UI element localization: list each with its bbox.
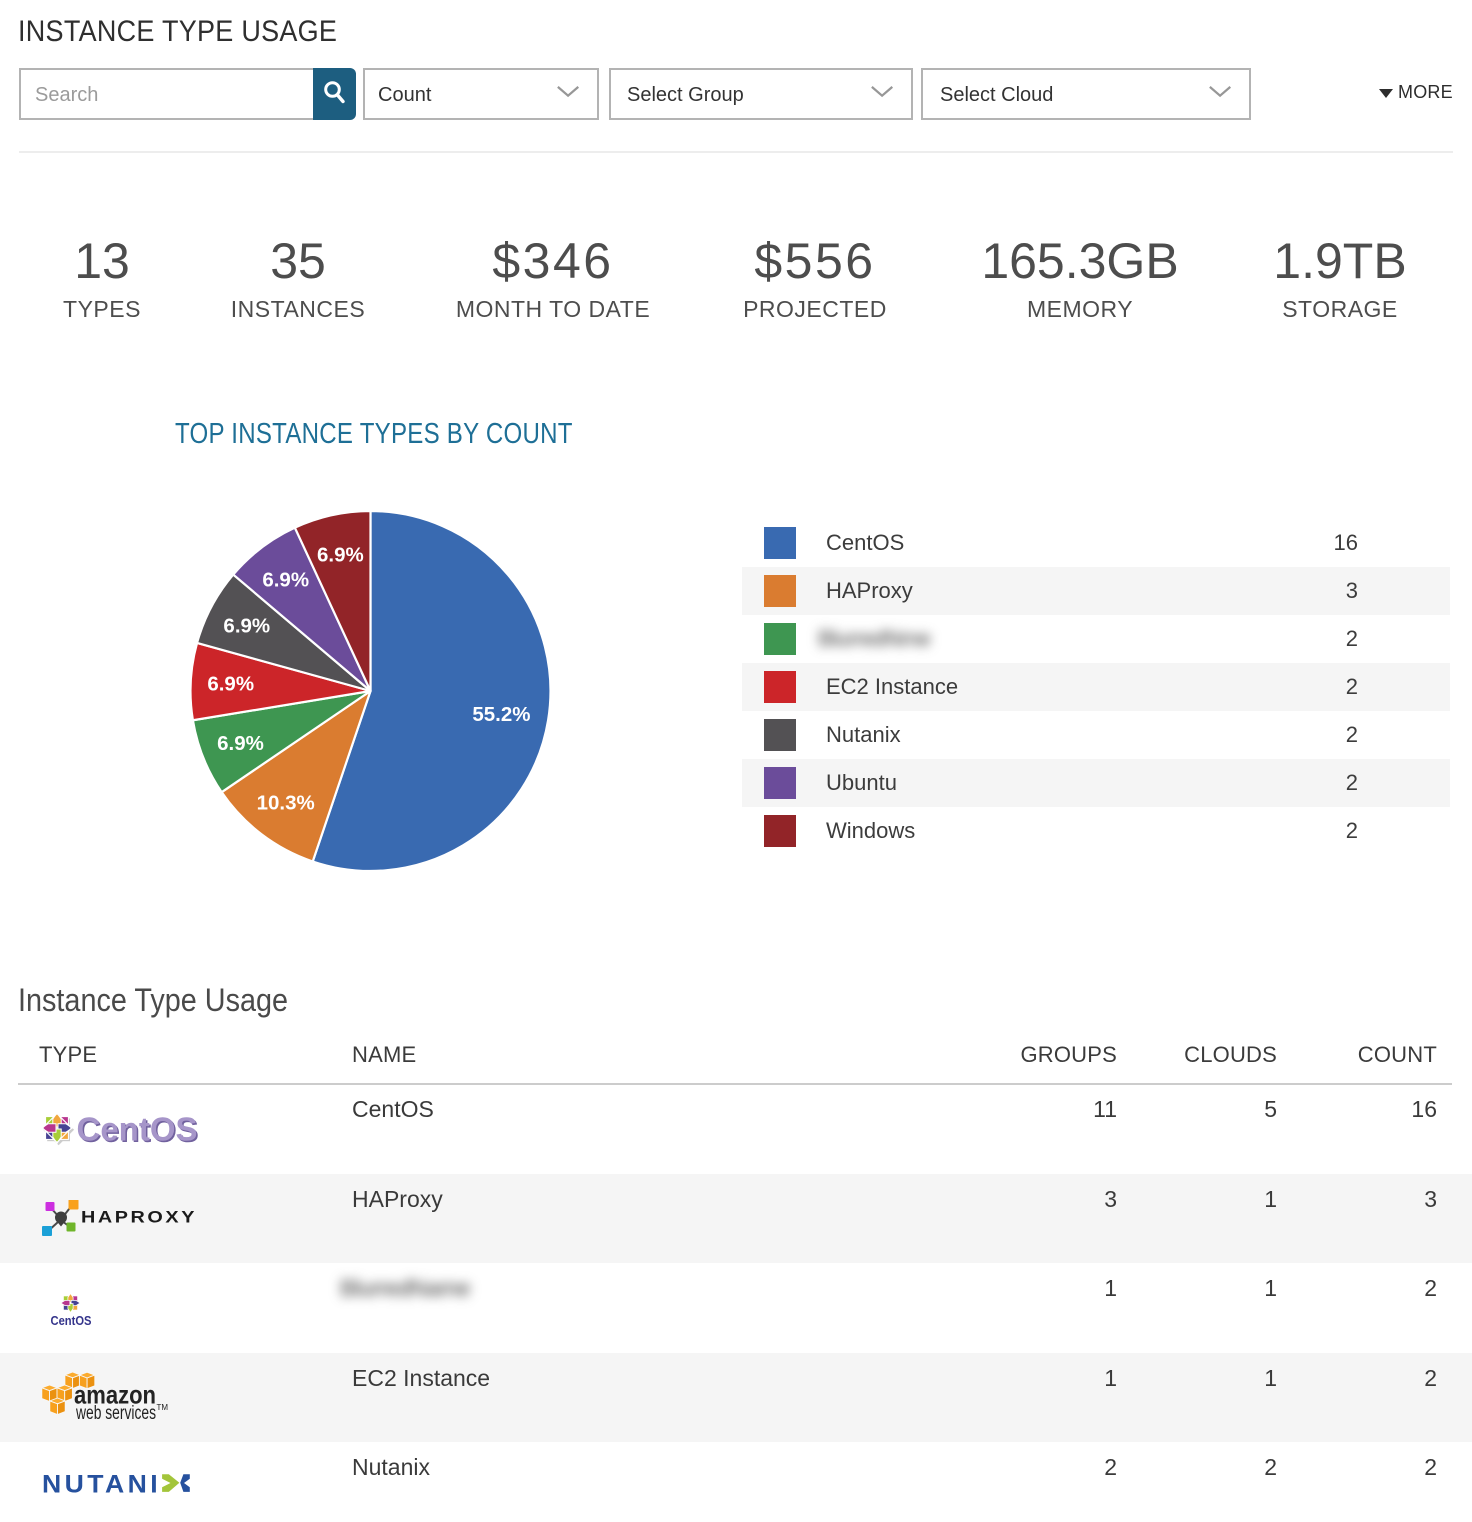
svg-text:55.2%: 55.2% bbox=[472, 703, 530, 726]
svg-text:amazon: amazon bbox=[74, 1379, 156, 1409]
svg-text:TM: TM bbox=[157, 1403, 169, 1412]
svg-text:web services: web services bbox=[75, 1403, 156, 1424]
svg-text:CentOS: CentOS bbox=[78, 1112, 199, 1149]
svg-text:HAPROXY: HAPROXY bbox=[81, 1207, 197, 1226]
svg-text:6.9%: 6.9% bbox=[317, 543, 364, 566]
svg-text:6.9%: 6.9% bbox=[217, 732, 264, 755]
svg-text:CentOS: CentOS bbox=[77, 1111, 198, 1148]
svg-text:10.3%: 10.3% bbox=[257, 791, 315, 814]
svg-text:CentOS: CentOS bbox=[51, 1313, 92, 1328]
svg-text:NUTANI: NUTANI bbox=[42, 1471, 161, 1499]
svg-text:6.9%: 6.9% bbox=[223, 615, 270, 638]
svg-text:6.9%: 6.9% bbox=[207, 673, 254, 696]
svg-text:6.9%: 6.9% bbox=[262, 569, 309, 592]
